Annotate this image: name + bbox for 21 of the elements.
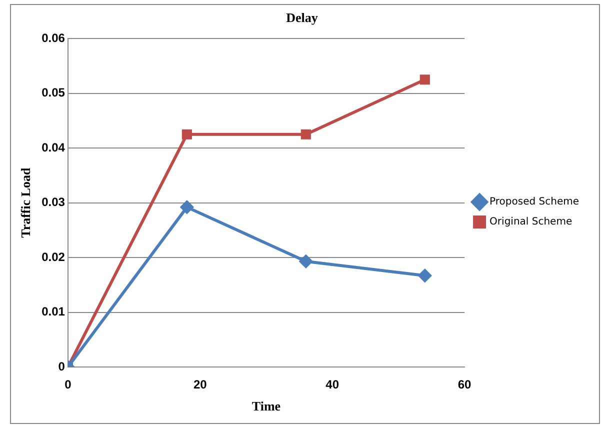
point: [420, 74, 430, 85]
y-tick-label: 0: [58, 359, 66, 374]
x-tick-label: 20: [193, 378, 208, 392]
x-tick-label: 60: [458, 378, 472, 392]
x-tick-label: 40: [326, 378, 340, 392]
point: [182, 129, 192, 140]
y-tick-label: 0.06: [42, 30, 66, 45]
legend-label: Original Scheme: [490, 216, 572, 228]
chart-title: Delay: [286, 10, 318, 26]
y-tick-label: 0.02: [42, 250, 66, 264]
y-tick-label: 0.03: [42, 195, 66, 210]
point: [299, 254, 312, 268]
point: [418, 269, 432, 282]
y-tick-label: 0.01: [42, 304, 66, 319]
point: [300, 129, 311, 140]
legend-label: Proposed Scheme: [490, 196, 580, 208]
x-axis-title: Time: [252, 398, 281, 414]
y-tick-label: 0.05: [42, 86, 66, 100]
point: [180, 200, 194, 214]
y-axis-title: Traffic Load: [18, 166, 34, 238]
y-tick-label: 0.04: [42, 140, 66, 154]
